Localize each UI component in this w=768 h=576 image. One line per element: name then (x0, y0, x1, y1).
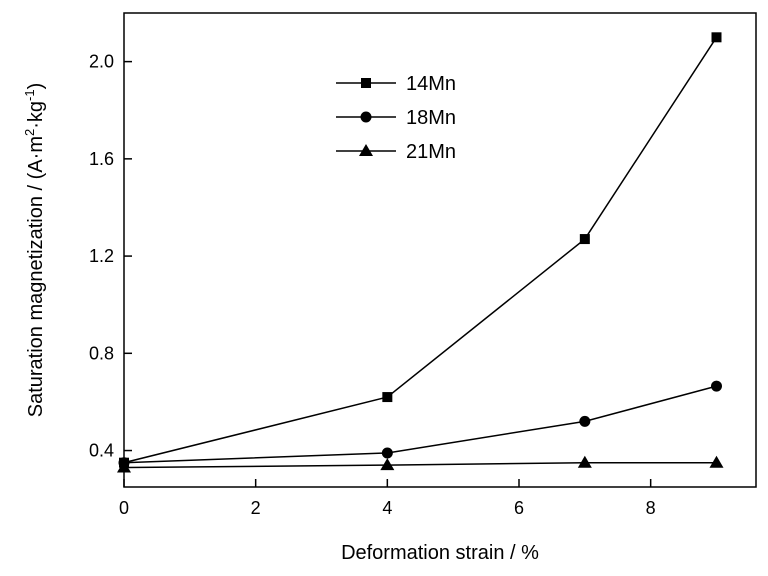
y-axis-title-main: Saturation magnetization / (A·m (25, 136, 47, 417)
data-point-18Mn (711, 380, 722, 392)
y-tick-label: 2.0 (89, 52, 114, 72)
legend: 14Mn 18Mn 21Mn (336, 73, 456, 163)
y-tick-label: 0.4 (89, 441, 114, 461)
y-axis-title-mid: ·kg (25, 101, 47, 129)
y-tick-label: 1.2 (89, 246, 114, 266)
x-axis-title: Deformation strain / % (341, 542, 539, 564)
x-tick-label: 2 (251, 498, 261, 518)
x-tick-label: 8 (646, 498, 656, 518)
data-point-21Mn (117, 460, 131, 473)
series-line-21Mn (123, 461, 717, 469)
data-point-14Mn (382, 392, 393, 403)
legend-marker-18Mn (360, 111, 372, 123)
data-point-14Mn (579, 234, 590, 245)
legend-label-14Mn: 14Mn (406, 73, 456, 95)
y-tick-label: 1.6 (89, 149, 114, 169)
data-point-18Mn (579, 415, 591, 427)
series-lines (123, 36, 718, 469)
y-axis-title: Saturation magnetization / (A·m2·kg-1) (22, 83, 47, 418)
axis-ticks: 0 2 4 6 8 0.4 0.8 1.2 1.6 2.0 (89, 52, 656, 518)
data-point-21Mn (380, 458, 395, 471)
x-tick-label: 4 (382, 498, 392, 518)
data-point-21Mn (577, 455, 592, 468)
y-axis-title-sup2: -1 (22, 89, 37, 101)
legend-marker-21Mn (359, 144, 373, 156)
x-tick-label: 6 (514, 498, 524, 518)
plot-area-frame (123, 12, 757, 488)
legend-label-21Mn: 21Mn (406, 141, 456, 163)
data-point-21Mn (709, 455, 724, 468)
data-point-14Mn (711, 32, 722, 43)
y-axis-title-end: ) (25, 83, 47, 90)
series-line-18Mn (123, 385, 717, 464)
x-tick-label: 0 (119, 498, 129, 518)
y-axis-title-sup1: 2 (22, 129, 37, 136)
series-markers (117, 32, 724, 473)
series-line-14Mn (123, 36, 718, 464)
legend-label-18Mn: 18Mn (406, 107, 456, 129)
legend-marker-14Mn (361, 78, 371, 88)
data-point-18Mn (381, 447, 393, 459)
y-tick-label: 0.8 (89, 343, 114, 363)
